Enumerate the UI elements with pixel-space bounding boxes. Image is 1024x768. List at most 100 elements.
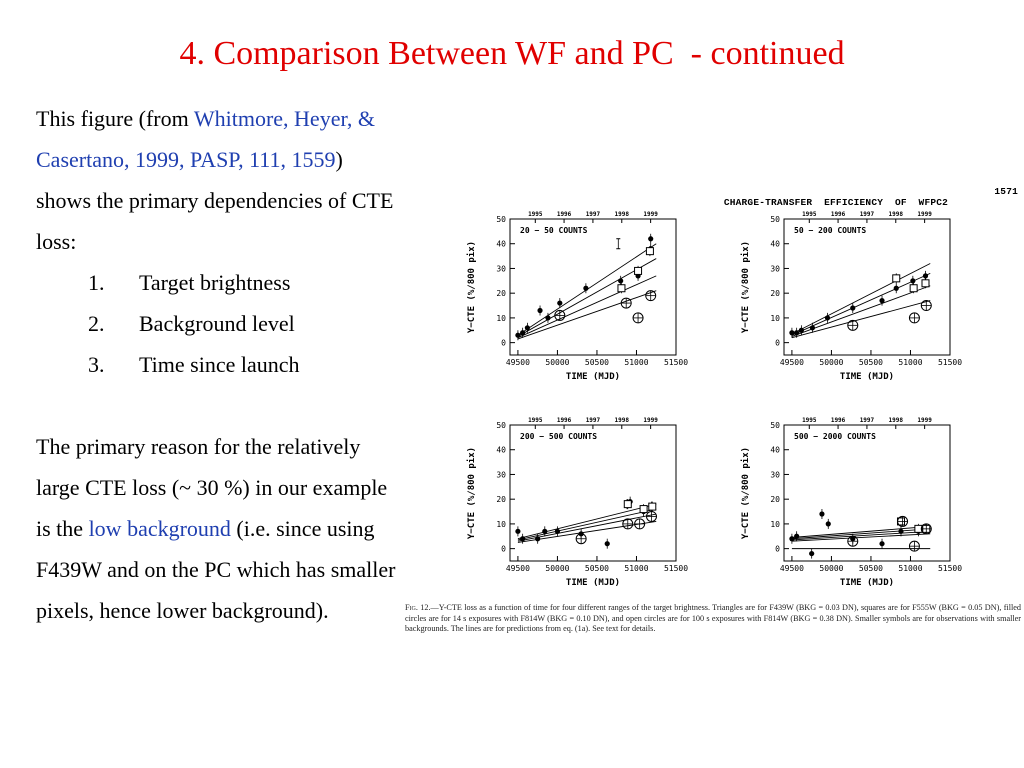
data-point-filled [520,536,526,542]
data-point-square [648,502,657,511]
prediction-line [517,503,657,540]
y-axis-label: Y−CTE (%/800 pix) [740,241,751,333]
x-axis-label: TIME (MJD) [840,372,894,382]
x-tick-label: 50000 [819,564,843,573]
data-point-filled [515,332,521,338]
prediction-line [517,258,657,337]
x-tick-label: 50500 [859,358,883,367]
data-point-filled [819,511,825,517]
year-label: 1999 [917,211,932,218]
prediction-line [517,275,657,339]
x-tick-label: 51000 [624,358,648,367]
data-point-filled [825,521,831,527]
citation-link[interactable]: Whitmore, Heyer, & Casertano, 1999, PASP… [36,106,376,172]
low-background-link[interactable]: low background [88,516,231,541]
list-number: 1. [88,270,105,295]
year-label: 1996 [831,417,846,424]
plot-frame [509,424,677,562]
data-point-square [623,500,632,509]
x-tick-label: 51500 [938,358,962,367]
list-text: Time since launch [139,352,300,377]
data-point-filled [583,285,589,291]
x-tick-label: 49500 [506,564,530,573]
prediction-line [791,263,931,335]
intro-paragraph: This figure (from Whitmore, Heyer, & Cas… [36,98,396,262]
dependency-list: 1. Target brightness 2. Background level 3… [36,262,396,385]
x-axis-label: TIME (MJD) [566,578,620,588]
year-label: 1999 [643,211,658,218]
y-tick-label: 10 [496,520,506,529]
data-point-filled [542,528,548,534]
data-point-square [892,274,901,283]
data-point-filled [798,327,804,333]
y-tick-label: 0 [501,339,506,348]
data-point-filled [910,278,916,284]
data-point-filled [535,536,541,542]
list-number: 3. [88,352,105,377]
data-point-filled [789,536,795,542]
y-tick-label: 40 [496,240,506,249]
data-point-filled [524,325,530,331]
data-point-filled [537,307,543,314]
y-axis-label: Y−CTE (%/800 pix) [466,447,477,539]
list-item: 2. Background level [36,303,396,344]
year-label: 1997 [860,211,875,218]
y-tick-label: 30 [496,470,506,479]
x-tick-label: 50500 [859,564,883,573]
paper-header: CHARGE-TRANSFER EFFICIENCY OF WFPC2 1571 [712,186,1022,208]
y-tick-label: 20 [496,495,506,504]
data-point-filled [824,315,831,321]
panel-title: 20 − 50 COUNTS [520,226,588,235]
list-number: 2. [88,311,105,336]
plot-panel-1: 1995 1996 1997 1998 1999 49500 50000 50500 51000… [466,211,688,382]
year-label: 1996 [557,417,572,424]
y-tick-label: 30 [496,264,506,273]
reason-after: (i.e. since using F439W and on the PC wh… [36,516,396,623]
y-tick-label: 50 [770,421,780,430]
year-label: 1995 [802,211,817,218]
data-point-filled [794,533,800,539]
data-point-filled [893,285,899,291]
year-label: 1998 [889,417,904,424]
reason-paragraph: The primary reason for the relatively la… [36,426,396,631]
year-label: 1996 [831,211,846,218]
x-tick-label: 51500 [938,564,962,573]
year-label: 1998 [615,417,630,424]
paper-header-title: CHARGE-TRANSFER EFFICIENCY OF WFPC2 [723,197,949,208]
data-point-filled [898,528,904,534]
x-axis-label: TIME (MJD) [840,578,894,588]
x-axis-label: TIME (MJD) [566,372,620,382]
prediction-line [791,528,931,540]
y-tick-label: 20 [770,289,780,298]
y-tick-label: 10 [496,314,506,323]
slide-title: 4. Comparison Between WF and PC - contin… [179,35,845,72]
x-tick-label: 50500 [585,358,609,367]
year-label: 1999 [917,417,932,424]
data-point-filled [922,273,929,279]
data-point-filled [850,305,856,311]
prediction-line [791,533,931,542]
caption-text: —Y-CTE loss as a function of time for fo… [405,603,1021,633]
x-tick-label: 51500 [664,358,688,367]
y-tick-label: 50 [770,215,780,224]
y-tick-label: 50 [496,421,506,430]
x-tick-label: 51000 [624,564,648,573]
data-point-square [909,284,918,293]
x-tick-label: 50000 [545,564,569,573]
y-tick-label: 30 [770,264,780,273]
year-label: 1995 [802,417,817,424]
intro-after: ) shows the primary dependencies of CTE … [36,147,394,254]
prediction-line [791,300,931,339]
x-tick-label: 50500 [585,564,609,573]
data-point-filled [618,278,624,284]
prediction-line [517,290,657,340]
y-tick-label: 30 [770,470,780,479]
year-label: 1998 [615,211,630,218]
prediction-line [791,530,931,541]
panel-title: 200 − 500 COUNTS [520,432,597,441]
x-tick-label: 49500 [780,564,804,573]
y-tick-label: 40 [770,446,780,455]
data-point-filled [520,330,526,336]
y-tick-label: 0 [501,545,506,554]
panel-title: 500 − 2000 COUNTS [794,432,876,441]
